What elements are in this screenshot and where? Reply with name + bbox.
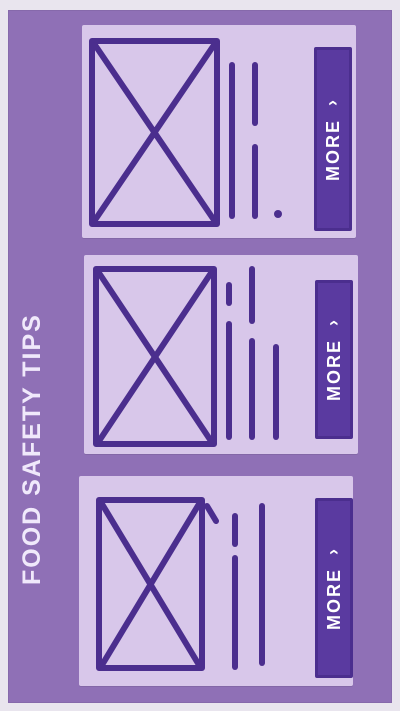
more-button-label: MORE › [321,97,344,181]
more-button-text: MORE [323,567,344,630]
tip-card[interactable]: MORE › [79,476,353,686]
tip-card[interactable]: MORE › [84,255,358,454]
chevron-right-icon: › [322,546,343,555]
more-button[interactable]: MORE › [314,47,352,231]
chevron-right-icon: › [321,97,342,106]
page-title: FOOD SAFETY TIPS [18,313,46,585]
chevron-right-icon: › [322,317,343,326]
more-button[interactable]: MORE › [315,280,353,439]
tip-card[interactable]: MORE › [82,25,356,238]
more-button-label: MORE › [322,546,345,630]
tip-card-illustration [96,497,265,671]
tip-card-illustration [93,266,279,447]
more-button-label: MORE › [322,317,345,402]
more-button-text: MORE [322,118,343,181]
tip-card-illustration [89,38,282,227]
more-button-text: MORE [323,339,344,402]
more-button[interactable]: MORE › [315,498,353,678]
